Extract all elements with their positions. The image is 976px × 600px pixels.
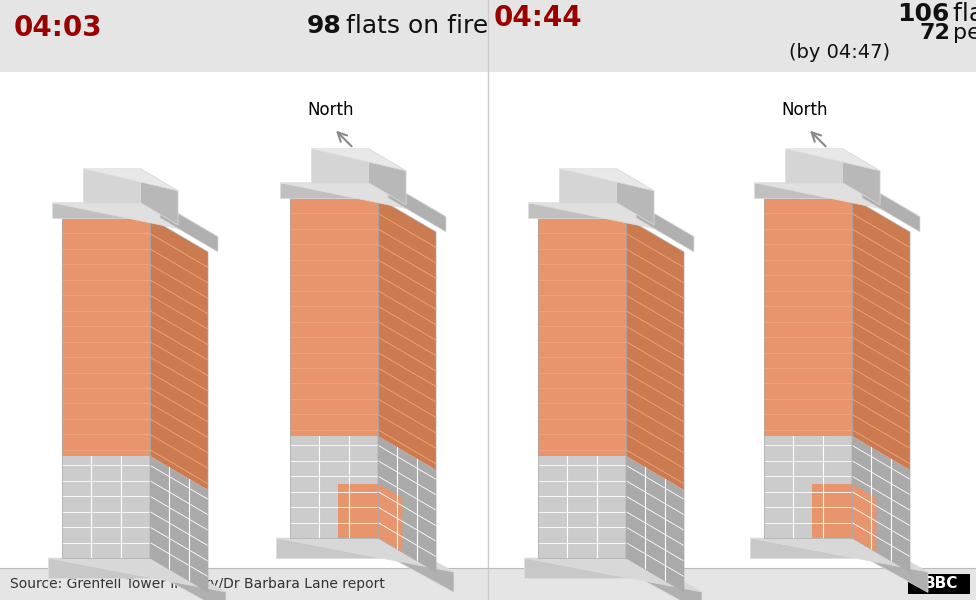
Polygon shape	[280, 182, 388, 198]
Polygon shape	[290, 436, 378, 538]
Polygon shape	[764, 436, 852, 538]
Polygon shape	[852, 436, 910, 572]
Polygon shape	[62, 218, 150, 456]
Polygon shape	[524, 558, 640, 578]
Polygon shape	[852, 198, 910, 470]
Polygon shape	[276, 538, 392, 559]
Polygon shape	[339, 484, 378, 538]
Polygon shape	[866, 538, 928, 592]
Text: 98: 98	[307, 14, 342, 38]
Bar	[0, 72, 976, 568]
Polygon shape	[754, 182, 862, 198]
Polygon shape	[160, 203, 218, 252]
Text: 72: 72	[919, 23, 950, 43]
Polygon shape	[617, 169, 654, 225]
Polygon shape	[852, 484, 876, 552]
Polygon shape	[164, 558, 226, 600]
Polygon shape	[559, 169, 654, 191]
Text: 04:44: 04:44	[494, 4, 583, 32]
Polygon shape	[640, 558, 702, 600]
Polygon shape	[764, 198, 852, 436]
Polygon shape	[311, 149, 368, 182]
Polygon shape	[83, 169, 141, 203]
Polygon shape	[754, 182, 920, 217]
Polygon shape	[626, 218, 684, 490]
Polygon shape	[62, 456, 150, 558]
Text: Source: Grenfell Tower inquiry/Dr Barbara Lane report: Source: Grenfell Tower inquiry/Dr Barbar…	[10, 577, 385, 591]
Text: 04:03: 04:03	[14, 14, 102, 42]
Text: (by 04:47): (by 04:47)	[790, 43, 890, 61]
Text: 106: 106	[898, 2, 950, 26]
Polygon shape	[812, 484, 852, 538]
Bar	[0, 568, 976, 600]
Text: people left in building: people left in building	[953, 23, 976, 43]
Polygon shape	[750, 538, 928, 572]
Polygon shape	[48, 558, 164, 578]
Polygon shape	[786, 149, 880, 171]
Text: flats on fire: flats on fire	[953, 2, 976, 26]
Polygon shape	[392, 538, 454, 592]
Polygon shape	[626, 456, 684, 592]
Polygon shape	[842, 149, 880, 205]
Polygon shape	[750, 538, 866, 559]
Polygon shape	[528, 203, 636, 218]
Polygon shape	[378, 198, 436, 470]
Text: flats on fire: flats on fire	[346, 14, 488, 38]
Polygon shape	[52, 203, 218, 236]
Polygon shape	[52, 203, 160, 218]
Polygon shape	[311, 149, 406, 171]
Polygon shape	[528, 203, 694, 236]
Polygon shape	[48, 558, 226, 592]
Polygon shape	[378, 436, 436, 572]
Text: North: North	[307, 101, 354, 119]
Polygon shape	[636, 203, 694, 252]
Bar	[908, 574, 970, 594]
Text: North: North	[782, 101, 829, 119]
Polygon shape	[83, 169, 178, 191]
Polygon shape	[280, 182, 446, 217]
Polygon shape	[862, 182, 920, 232]
Polygon shape	[538, 456, 626, 558]
Polygon shape	[150, 218, 208, 490]
Polygon shape	[786, 149, 842, 182]
Text: BBC: BBC	[924, 577, 958, 592]
Polygon shape	[378, 484, 402, 552]
Polygon shape	[524, 558, 702, 592]
Polygon shape	[141, 169, 178, 225]
Polygon shape	[368, 149, 406, 205]
Polygon shape	[150, 456, 208, 592]
Bar	[0, 0, 976, 72]
Polygon shape	[276, 538, 454, 572]
Polygon shape	[388, 182, 446, 232]
Polygon shape	[559, 169, 617, 203]
Polygon shape	[538, 218, 626, 456]
Polygon shape	[290, 198, 378, 436]
